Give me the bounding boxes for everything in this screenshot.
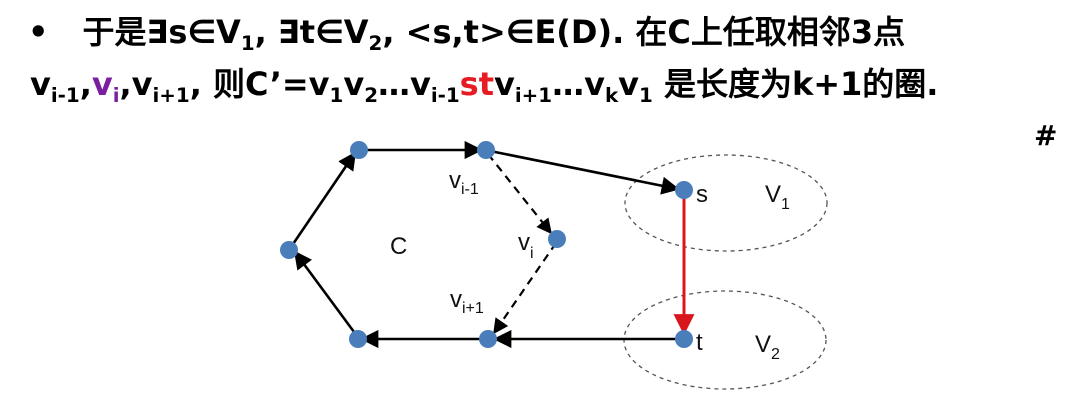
vertex-v-i-plus-1: v [131,65,153,103]
text-segment: …v [377,65,431,103]
node-top-left [350,141,368,159]
statement-line-1: • 于是∃s∈V1, ∃t∈V2, <s,t>∈E(D). 在C上任取相邻3点 [28,8,905,56]
subscript: 2 [368,31,383,55]
node-bottom-left [349,330,367,348]
label-cycle-c: C [390,233,407,260]
text-segment: v [343,65,365,103]
subscript: i-1 [430,83,460,107]
subscript: 1 [240,31,255,55]
set-v1-ellipse [624,154,828,252]
end-of-proof-mark: # [1034,119,1058,152]
label-set-v1: V1 [765,181,790,213]
edge-v-i-minus-1-to-s [489,149,680,195]
text-segment: , [119,65,132,103]
node-s [675,181,693,199]
label-v-i-minus-1: vi-1 [449,167,479,198]
statement-line-2: vi-1,vi,vi+1, 则C’=v1v2…vi-1stvi+1…vkv1 是… [30,60,938,108]
text-segment: v [494,65,515,103]
label-t: t [696,329,703,356]
edge-v-i-minus-1-to-v-i-dashed [487,153,552,235]
label-v-i-plus-1: vi+1 [450,286,484,317]
st-highlight: st [459,65,495,103]
node-v-i-plus-1 [479,330,497,348]
text-segment: …v [552,65,605,103]
subscript: 1 [639,83,653,107]
text-segment: v [618,65,639,103]
subscript: 2 [364,83,378,107]
subscript: i-1 [50,83,80,107]
text-segment: , [79,65,92,103]
edge-bottom-left-to-left [293,250,359,337]
subscript: 1 [329,83,344,107]
edge-left-to-top-left [289,151,357,248]
text-segment: , 则C’=v [189,65,330,103]
label-s: s [696,181,708,208]
text-segment: 于是∃s∈V [82,13,241,51]
subscript: i+1 [514,83,553,107]
node-left [280,241,298,259]
node-v-i [548,230,566,248]
subscript: k [604,83,619,107]
vertex-v-i-highlight: v [91,65,113,103]
text-segment: , ∃t∈V [254,13,369,51]
subscript-highlight: i [112,83,120,107]
text-segment: 是长度为k+1的圈. [652,65,939,103]
text-segment: , <s,t>∈E(D). 在C上任取相邻3点 [382,13,906,51]
subscript: i+1 [152,83,190,107]
label-set-v2: V2 [755,331,780,363]
vertex-v-i-minus-1: v [30,65,51,103]
label-v-i: vi [518,229,534,262]
edge-v-i-to-v-i-plus-1-dashed [493,242,557,335]
node-v-i-minus-1 [477,141,495,159]
bullet: • [28,13,49,51]
node-t [675,330,693,348]
